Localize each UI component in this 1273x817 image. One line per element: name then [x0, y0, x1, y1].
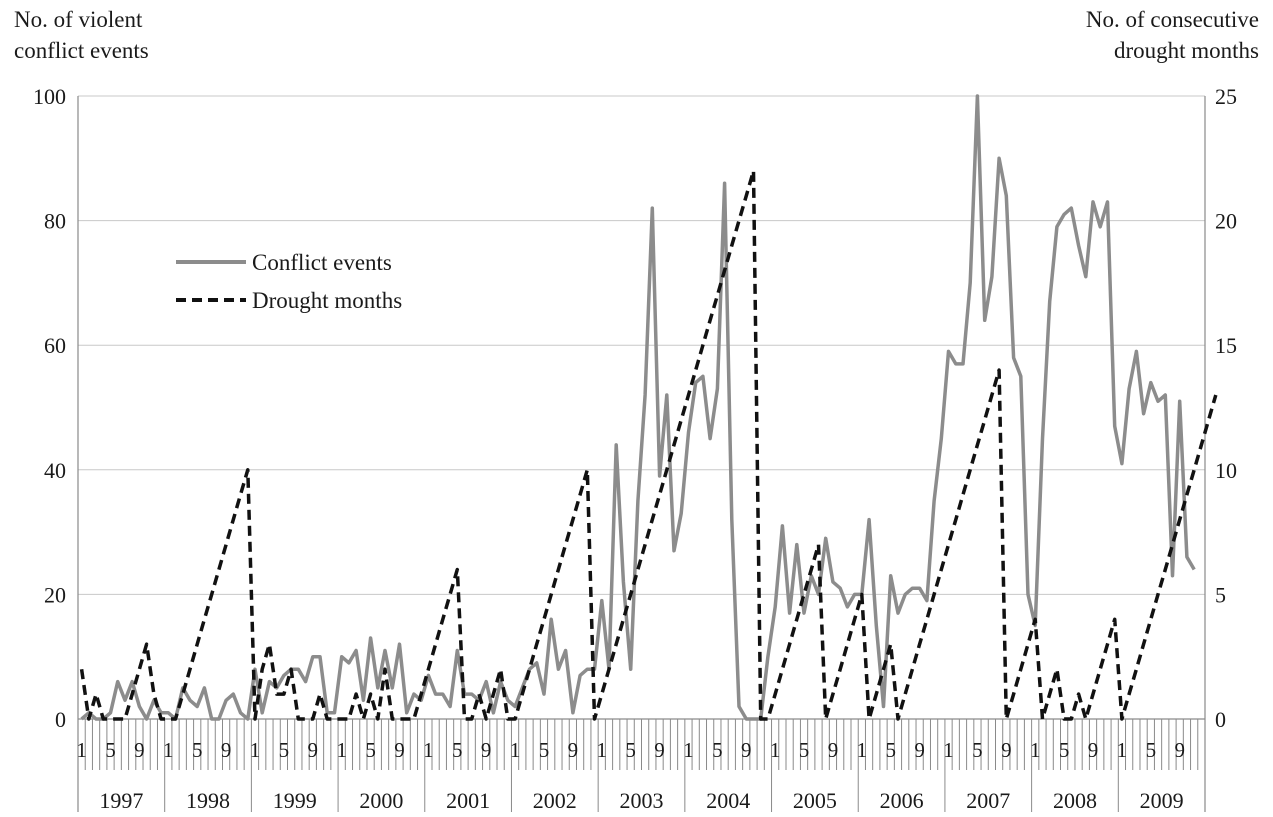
month-tick-label: 5 — [1146, 738, 1157, 762]
month-tick-label: 9 — [654, 738, 665, 762]
year-label: 2008 — [1053, 788, 1097, 813]
month-tick-label: 1 — [1030, 738, 1041, 762]
month-tick-label: 1 — [336, 738, 347, 762]
year-label: 2005 — [793, 788, 837, 813]
month-tick-label: 5 — [972, 738, 983, 762]
month-tick-label: 1 — [250, 738, 261, 762]
month-tick-label: 9 — [134, 738, 145, 762]
right-y-ticks: 0 5 10 15 20 25 — [1215, 84, 1237, 732]
series-lines — [79, 94, 1218, 721]
year-label: 2000 — [359, 788, 403, 813]
month-tick-label: 1 — [163, 738, 174, 762]
month-tick-label: 9 — [1088, 738, 1099, 762]
left-y-tick-label: 20 — [44, 582, 66, 607]
left-axis-title: No. of violent conflict events — [14, 4, 149, 66]
right-y-tick-label: 20 — [1215, 209, 1237, 234]
left-y-tick-label: 60 — [44, 333, 66, 358]
month-tick-label: 5 — [365, 738, 376, 762]
year-label: 1999 — [273, 788, 317, 813]
month-tick-label: 9 — [1174, 738, 1185, 762]
month-tick-label: 5 — [625, 738, 636, 762]
month-tick-label: 9 — [568, 738, 579, 762]
year-label: 2004 — [706, 788, 750, 813]
month-tick-label: 9 — [828, 738, 839, 762]
month-tick-label: 5 — [452, 738, 463, 762]
month-tick-label: 5 — [799, 738, 810, 762]
left-axis-title-line-1: No. of violent — [14, 7, 143, 32]
left-y-tick-label: 40 — [44, 458, 66, 483]
left-y-tick-label: 0 — [55, 707, 66, 732]
month-tick-label: 5 — [539, 738, 550, 762]
month-tick-label: 5 — [279, 738, 290, 762]
legend: Conflict events Drought months — [176, 250, 402, 313]
right-axis-title-line-2: drought months — [1113, 38, 1259, 63]
month-tick-label: 5 — [885, 738, 896, 762]
left-y-ticks: 0 20 40 60 80 100 — [33, 84, 66, 732]
month-tick-label: 1 — [857, 738, 868, 762]
month-tick-label: 9 — [308, 738, 319, 762]
left-y-tick-label: 100 — [33, 84, 66, 109]
month-tick-label: 1 — [770, 738, 781, 762]
right-y-tick-label: 15 — [1215, 333, 1237, 358]
legend-label-conflict-events: Conflict events — [252, 250, 392, 275]
month-tick-label: 1 — [597, 738, 608, 762]
legend-label-drought-months: Drought months — [252, 288, 402, 313]
right-y-tick-label: 5 — [1215, 582, 1226, 607]
month-tick-label: 9 — [1001, 738, 1012, 762]
conflict-events-line — [80, 94, 1196, 721]
month-tick-label: 5 — [1059, 738, 1070, 762]
left-axis-title-line-2: conflict events — [14, 38, 149, 63]
year-label: 2009 — [1140, 788, 1184, 813]
month-tick-label: 5 — [712, 738, 723, 762]
right-y-tick-label: 0 — [1215, 707, 1226, 732]
year-label: 2007 — [966, 788, 1010, 813]
x-axis-year-labels: 1997 1998 1999 2000 2001 2002 2003 2004 2005 2006… — [77, 770, 1206, 813]
year-label: 2006 — [880, 788, 924, 813]
right-y-tick-label: 10 — [1215, 458, 1237, 483]
month-tick-label: 1 — [76, 738, 87, 762]
right-axis-title: No. of consecutive drought months — [1086, 4, 1259, 66]
right-y-tick-label: 25 — [1215, 84, 1237, 109]
drought-months-line — [79, 169, 1218, 721]
month-tick-label: 1 — [423, 738, 434, 762]
month-tick-label: 9 — [221, 738, 232, 762]
month-tick-label: 1 — [510, 738, 521, 762]
gridlines — [78, 95, 1205, 595]
year-label: 1998 — [186, 788, 230, 813]
month-tick-label: 1 — [683, 738, 694, 762]
month-tick-label: 9 — [741, 738, 752, 762]
month-tick-label: 9 — [481, 738, 492, 762]
month-tick-label: 5 — [192, 738, 203, 762]
year-label: 1997 — [99, 788, 143, 813]
month-tick-label: 9 — [914, 738, 925, 762]
month-tick-label: 1 — [1117, 738, 1128, 762]
year-label: 2001 — [446, 788, 490, 813]
right-axis-title-line-1: No. of consecutive — [1085, 7, 1259, 32]
month-tick-label: 5 — [105, 738, 116, 762]
year-label: 2003 — [620, 788, 664, 813]
month-tick-label: 1 — [943, 738, 954, 762]
month-tick-label: 9 — [394, 738, 405, 762]
year-label: 2002 — [533, 788, 577, 813]
left-y-tick-label: 80 — [44, 209, 66, 234]
